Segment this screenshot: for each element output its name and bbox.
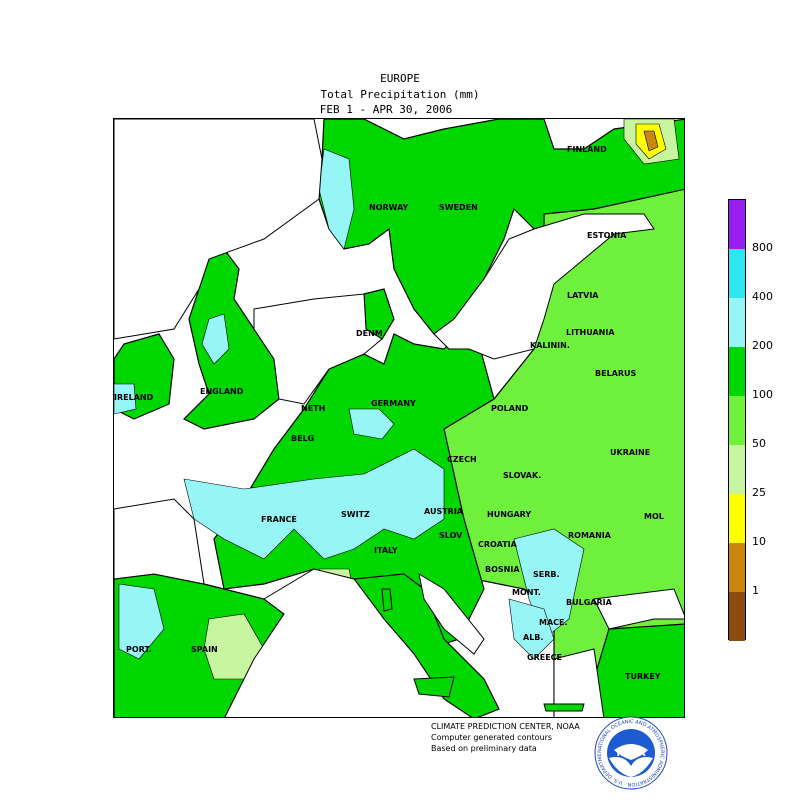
country-label-kalinin: KALININ. <box>530 341 570 350</box>
britain-landmass <box>182 248 280 430</box>
country-label-ireland: IRELAND <box>114 393 154 402</box>
legend-label-400: 400 <box>752 290 773 303</box>
black-sea <box>593 588 684 630</box>
country-label-hungary: HUNGARY <box>487 510 532 519</box>
country-label-serb: SERB. <box>533 570 560 579</box>
atlantic-ocean-north <box>114 119 323 340</box>
wet-area-germany <box>348 408 395 440</box>
legend-label-800: 800 <box>752 241 773 254</box>
legend-swatch-6 <box>729 494 745 543</box>
wet-area-greece <box>508 598 555 660</box>
legend-label-1: 1 <box>752 584 759 597</box>
legend-swatch-3 <box>729 347 745 396</box>
mediterranean-sea <box>224 568 472 717</box>
wet-area-ireland <box>114 383 137 415</box>
country-label-denmark: DENM <box>356 329 383 338</box>
country-label-estonia: ESTONIA <box>587 231 627 240</box>
country-label-alb: ALB. <box>523 633 544 642</box>
noaa-logo: NATIONAL OCEANIC AND ATMOSPHERIC ADMINIS… <box>594 716 668 790</box>
map-canvas <box>114 119 684 717</box>
legend-swatch-8 <box>729 592 745 641</box>
legend-label-10: 10 <box>752 535 766 548</box>
country-label-poland: POLAND <box>491 404 529 413</box>
sea-layer <box>114 119 684 717</box>
scandinavia-landmass <box>318 119 684 335</box>
country-label-norway: NORWAY <box>369 203 409 212</box>
country-label-mol: MOL <box>644 512 664 521</box>
legend-swatch-1 <box>729 249 745 298</box>
country-label-bulgaria: BULGARIA <box>566 598 612 607</box>
legend-swatch-4 <box>729 396 745 445</box>
corsica-island <box>381 588 393 612</box>
very-dry-layer <box>635 123 667 160</box>
country-label-romania: ROMANIA <box>568 531 611 540</box>
credit-line-2: Computer generated contours <box>431 733 553 742</box>
noaa-logo-text: NOAA <box>617 749 646 759</box>
legend-label-25: 25 <box>752 486 766 499</box>
wet-area-iberia <box>118 583 165 660</box>
country-label-neth: NETH <box>301 404 326 413</box>
europe-map: FINLAND NORWAY SWEDEN ESTONIA LATVIA LIT… <box>113 118 685 718</box>
country-label-italy: ITALY <box>374 546 398 555</box>
country-label-lithuania: LITHUANIA <box>566 328 615 337</box>
country-label-finland: FINLAND <box>567 145 607 154</box>
islands-layer <box>381 588 585 712</box>
country-label-france: FRANCE <box>261 515 297 524</box>
country-label-belg: BELG <box>291 434 315 443</box>
wet-area-balkans <box>513 528 585 640</box>
country-label-croatia: CROATIA <box>478 540 517 549</box>
country-label-mont: MONT. <box>512 588 541 597</box>
country-label-germany: GERMANY <box>371 399 416 408</box>
country-label-mace: MACE. <box>539 618 568 627</box>
country-label-greece: GREECE <box>527 653 562 662</box>
country-label-port: PORT. <box>126 645 152 654</box>
precipitation-legend <box>728 199 746 641</box>
credit-line-3: Based on preliminary data <box>431 744 537 753</box>
bay-of-biscay <box>114 498 205 585</box>
map-region-title: EUROPE <box>380 72 420 85</box>
country-label-bosnia: BOSNIA <box>485 565 520 574</box>
legend-swatch-2 <box>729 298 745 347</box>
map-period-title: FEB 1 - APR 30, 2006 <box>319 103 453 116</box>
legend-swatch-7 <box>729 543 745 592</box>
country-label-ukraine: UKRAINE <box>610 448 651 457</box>
aegean-sea <box>553 648 605 717</box>
driest-area-lapland <box>643 130 659 152</box>
country-label-slovak: SLOVAK. <box>503 471 542 480</box>
wet-area-france-alps <box>183 448 445 560</box>
adriatic-sea <box>418 572 485 655</box>
sicily-island <box>413 676 455 698</box>
country-label-turkey: TURKEY <box>625 672 661 681</box>
country-label-sweden: SWEDEN <box>439 203 478 212</box>
country-label-england: ENGLAND <box>200 387 244 396</box>
country-label-austria: AUSTRIA <box>424 507 463 516</box>
legend-label-200: 200 <box>752 339 773 352</box>
credit-line-1: CLIMATE PREDICTION CENTER, NOAA <box>431 722 580 731</box>
legend-swatch-0 <box>729 200 745 249</box>
wet-area-britain <box>201 313 230 365</box>
country-label-latvia: LATVIA <box>567 291 599 300</box>
north-sea <box>253 293 383 405</box>
country-label-slov: SLOV <box>439 531 463 540</box>
legend-label-50: 50 <box>752 437 766 450</box>
map-variable-title: Total Precipitation (mm) <box>320 88 480 101</box>
legend-swatch-5 <box>729 445 745 494</box>
country-label-belarus: BELARUS <box>595 369 637 378</box>
crete-island <box>543 703 585 712</box>
country-label-czech: CZECH <box>447 455 477 464</box>
country-label-spain: SPAIN <box>191 645 218 654</box>
legend-label-100: 100 <box>752 388 773 401</box>
baltic-sea <box>433 213 655 360</box>
wet-areas-layer <box>114 148 585 660</box>
turkey-landmass <box>593 623 684 717</box>
country-label-switz: SWITZ <box>341 510 370 519</box>
